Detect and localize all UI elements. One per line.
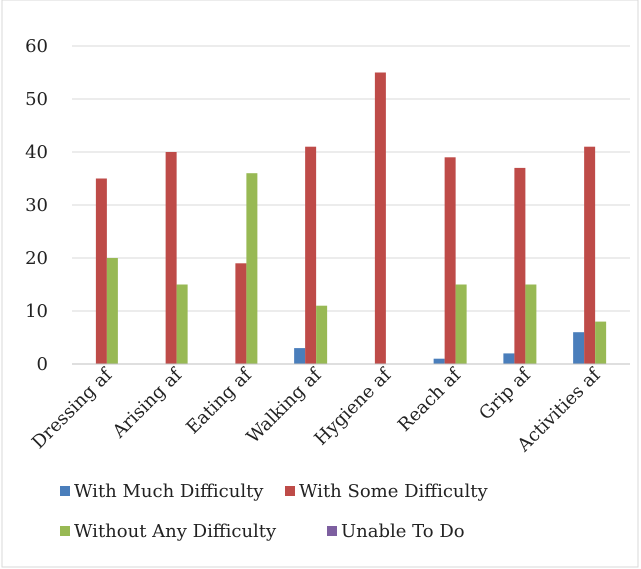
x-tick-label: Hygiene af — [310, 364, 396, 450]
bar — [455, 284, 467, 364]
legend-swatch — [60, 526, 70, 536]
y-tick-label: 30 — [25, 195, 48, 216]
bar — [595, 321, 607, 364]
gridlines — [72, 45, 630, 312]
legend: With Much Difficulty With Some Difficulty… — [60, 481, 488, 542]
x-tick-label: Arising af — [108, 364, 187, 443]
bar — [573, 332, 585, 364]
legend-swatch — [285, 486, 295, 496]
y-tick-label: 10 — [25, 301, 48, 322]
legend-swatch — [327, 526, 337, 536]
bars — [95, 72, 607, 364]
y-axis-labels: 0 10 20 30 40 50 60 — [25, 36, 48, 375]
bar — [374, 72, 386, 364]
bar — [294, 348, 306, 364]
x-tick-label: Reach af — [394, 364, 466, 436]
legend-swatch — [60, 486, 70, 496]
bar — [444, 157, 456, 364]
x-tick-label: Eating af — [182, 364, 257, 439]
bar — [584, 146, 596, 364]
bar — [305, 146, 317, 364]
x-tick-label: Grip af — [475, 364, 536, 425]
bar — [514, 167, 526, 364]
bar — [176, 284, 188, 364]
y-tick-label: 50 — [25, 89, 48, 110]
y-tick-label: 60 — [25, 36, 48, 57]
legend-label: Without Any Difficulty — [74, 521, 277, 542]
x-tick-label: Dressing af — [28, 364, 117, 453]
bar — [525, 284, 537, 364]
bar — [95, 178, 107, 364]
bar — [106, 258, 118, 364]
bar — [503, 353, 515, 364]
legend-label: Unable To Do — [341, 521, 465, 542]
bar — [165, 152, 177, 364]
bar — [246, 173, 258, 364]
y-tick-label: 40 — [25, 142, 48, 163]
bar — [316, 305, 328, 364]
bar — [433, 358, 445, 364]
y-tick-label: 0 — [37, 354, 48, 375]
legend-label: With Much Difficulty — [74, 481, 264, 502]
legend-label: With Some Difficulty — [299, 481, 488, 502]
y-tick-label: 20 — [25, 248, 48, 269]
bar — [235, 263, 247, 364]
